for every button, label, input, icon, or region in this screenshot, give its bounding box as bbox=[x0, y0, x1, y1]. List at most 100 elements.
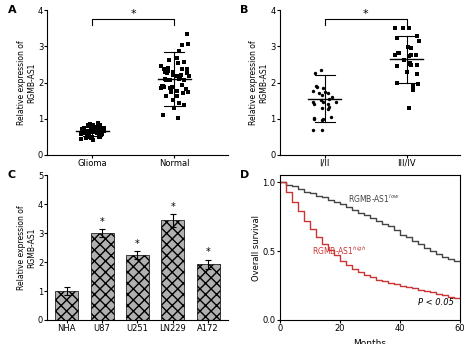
Point bbox=[406, 53, 413, 58]
Point bbox=[310, 100, 317, 105]
Point bbox=[404, 44, 411, 50]
Point bbox=[175, 76, 182, 81]
Point bbox=[175, 48, 182, 53]
Point bbox=[80, 126, 88, 131]
Point bbox=[407, 46, 414, 51]
Point bbox=[180, 59, 188, 64]
Point bbox=[94, 120, 102, 126]
Point bbox=[162, 77, 169, 83]
Point bbox=[93, 130, 101, 136]
Point bbox=[311, 70, 319, 76]
Point bbox=[400, 26, 407, 31]
Point bbox=[163, 71, 171, 76]
Point bbox=[173, 93, 181, 98]
Point bbox=[96, 122, 103, 128]
Point bbox=[180, 78, 188, 83]
Point bbox=[88, 129, 96, 135]
Point bbox=[96, 130, 103, 136]
Point bbox=[98, 131, 105, 137]
Point bbox=[95, 134, 103, 139]
Point bbox=[84, 128, 91, 133]
Point bbox=[163, 69, 171, 74]
Point bbox=[409, 88, 417, 93]
X-axis label: Months: Months bbox=[353, 338, 386, 344]
Point bbox=[157, 64, 164, 69]
Point bbox=[310, 116, 318, 121]
Point bbox=[405, 61, 413, 66]
Text: *: * bbox=[100, 217, 105, 227]
Point bbox=[82, 135, 90, 140]
Point bbox=[175, 101, 183, 106]
Point bbox=[81, 130, 88, 136]
Point bbox=[174, 61, 182, 66]
Point bbox=[412, 52, 420, 58]
Point bbox=[333, 99, 340, 105]
Point bbox=[85, 131, 93, 137]
Point bbox=[84, 122, 92, 128]
Point bbox=[95, 127, 102, 132]
Point bbox=[317, 98, 325, 103]
Point bbox=[162, 76, 169, 82]
Point bbox=[319, 117, 327, 122]
Point bbox=[405, 105, 412, 111]
Point bbox=[167, 86, 174, 91]
Point bbox=[178, 42, 185, 47]
Point bbox=[97, 131, 105, 136]
Point bbox=[183, 31, 191, 37]
Point bbox=[97, 127, 105, 132]
Point bbox=[94, 130, 101, 135]
Point bbox=[406, 26, 413, 31]
Bar bbox=[91, 233, 114, 320]
Point bbox=[161, 69, 169, 75]
Point bbox=[98, 131, 106, 137]
Point bbox=[185, 74, 192, 79]
Point bbox=[310, 89, 317, 94]
Point bbox=[407, 52, 415, 58]
Point bbox=[401, 57, 408, 63]
Point bbox=[80, 128, 87, 133]
Point bbox=[83, 133, 91, 138]
Bar bbox=[197, 265, 219, 320]
Y-axis label: Relative expression of
RGMB-AS1: Relative expression of RGMB-AS1 bbox=[17, 205, 36, 290]
Point bbox=[93, 125, 100, 130]
Point bbox=[173, 88, 181, 94]
Bar bbox=[126, 255, 149, 320]
Point bbox=[309, 127, 317, 132]
Point bbox=[180, 103, 187, 108]
Point bbox=[80, 129, 87, 135]
Point bbox=[95, 130, 103, 136]
Point bbox=[173, 73, 181, 78]
Point bbox=[178, 66, 186, 72]
Point bbox=[168, 84, 176, 89]
Text: C: C bbox=[8, 170, 16, 180]
Point bbox=[100, 127, 107, 132]
Point bbox=[310, 116, 318, 121]
Point bbox=[88, 123, 96, 129]
Point bbox=[171, 105, 178, 110]
Point bbox=[321, 90, 328, 95]
Point bbox=[178, 82, 185, 87]
Point bbox=[159, 83, 166, 88]
Point bbox=[315, 90, 323, 95]
Y-axis label: Relative expression of
RGMB-AS1: Relative expression of RGMB-AS1 bbox=[249, 40, 269, 125]
Point bbox=[310, 101, 318, 107]
Point bbox=[100, 126, 107, 132]
Point bbox=[326, 105, 333, 110]
Point bbox=[174, 115, 182, 120]
Point bbox=[164, 65, 172, 71]
Point bbox=[413, 62, 421, 67]
Point bbox=[157, 85, 165, 91]
Point bbox=[400, 26, 407, 31]
Point bbox=[183, 70, 191, 76]
Text: *: * bbox=[135, 238, 140, 249]
Point bbox=[403, 69, 411, 75]
Point bbox=[84, 129, 91, 135]
Point bbox=[88, 125, 95, 130]
Point bbox=[92, 129, 100, 135]
Point bbox=[85, 134, 92, 140]
Point bbox=[326, 96, 333, 101]
Y-axis label: Relative expression of
RGMB-AS1: Relative expression of RGMB-AS1 bbox=[17, 40, 36, 125]
Point bbox=[166, 78, 174, 83]
Point bbox=[100, 125, 108, 130]
Point bbox=[410, 83, 417, 89]
